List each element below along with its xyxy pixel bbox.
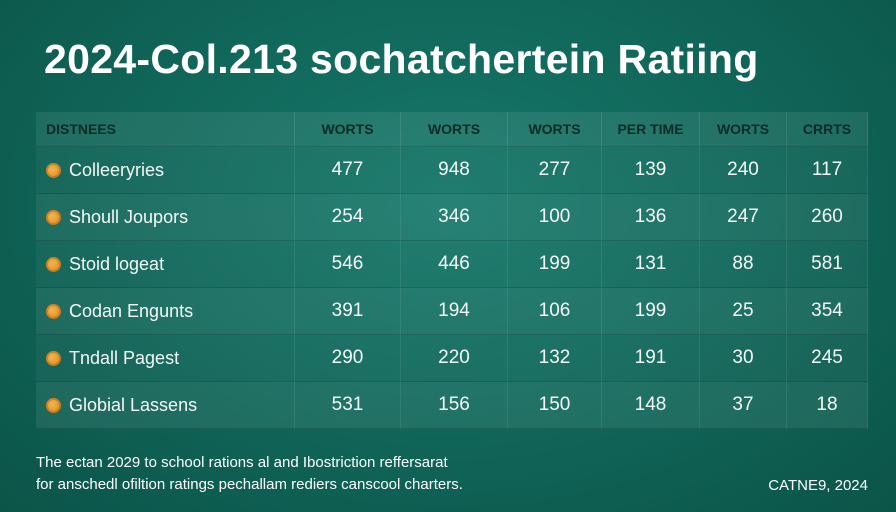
table-cell-value: 446 (401, 241, 508, 288)
table-cell-value: 88 (700, 241, 787, 288)
column-header-1: WORTS (295, 112, 401, 147)
table-cell-value: 136 (602, 194, 700, 241)
table-cell-value: 948 (401, 147, 508, 194)
source-credit: CATNE9, 2024 (768, 477, 868, 494)
table-cell-value: 106 (508, 288, 602, 335)
footnote-line-2: for anschedl ofiltion ratings pechallam … (36, 476, 463, 493)
column-header-0: DISTNEES (36, 112, 295, 147)
column-header-6: CRRTS (787, 112, 868, 147)
table-cell-value: 148 (602, 382, 700, 429)
table-cell-value: 199 (508, 241, 602, 288)
coin-icon (46, 397, 61, 413)
column-header-2: WORTS (401, 112, 508, 147)
table-cell-value: 391 (295, 288, 401, 335)
footnote: The ectan 2029 to school rations al and … (36, 452, 463, 496)
table-cell-value: 247 (700, 194, 787, 241)
table-cell-value: 139 (602, 147, 700, 194)
table-cell-value: 260 (787, 194, 868, 241)
table-cell-value: 131 (602, 241, 700, 288)
column-header-4: PER TIME (602, 112, 700, 147)
row-name-cell: Tndall Pagest (36, 335, 295, 382)
coin-icon (46, 350, 61, 366)
table-cell-value: 37 (700, 382, 787, 429)
table-cell-value: 18 (787, 382, 868, 429)
table-row: Tndall Pagest 290 220 132 191 30 245 (36, 335, 868, 382)
table-cell-value: 194 (401, 288, 508, 335)
table-cell-value: 150 (508, 382, 602, 429)
table-row: Stoid logeat 546 446 199 131 88 581 (36, 241, 868, 288)
row-name-cell: Globial Lassens (36, 382, 295, 429)
table-row: Colleeryries 477 948 277 139 240 117 (36, 147, 868, 194)
table-header-row: DISTNEES WORTS WORTS WORTS PER TIME WORTS CRRT… (36, 112, 868, 147)
column-header-3: WORTS (508, 112, 602, 147)
table-row: Shoull Joupors 254 346 100 136 247 260 (36, 194, 868, 241)
coin-icon (46, 162, 61, 178)
table-cell-value: 199 (602, 288, 700, 335)
table-cell-value: 546 (295, 241, 401, 288)
coin-icon (46, 303, 61, 319)
table-cell-value: 132 (508, 335, 602, 382)
row-name-cell: Colleeryries (36, 147, 295, 194)
row-name-cell: Shoull Joupors (36, 194, 295, 241)
column-header-5: WORTS (700, 112, 787, 147)
table-cell-value: 477 (295, 147, 401, 194)
table-cell-value: 191 (602, 335, 700, 382)
table-cell-value: 156 (401, 382, 508, 429)
row-name-label: Shoull Joupors (69, 206, 189, 227)
row-name-label: Stoid logeat (69, 253, 165, 274)
table-cell-value: 240 (700, 147, 787, 194)
coin-icon (46, 209, 61, 225)
footnote-line-1: The ectan 2029 to school rations al and … (36, 454, 448, 471)
table-cell-value: 25 (700, 288, 787, 335)
row-name-label: Colleeryries (69, 159, 165, 180)
table-cell-value: 531 (295, 382, 401, 429)
table-cell-value: 277 (508, 147, 602, 194)
table-cell-value: 100 (508, 194, 602, 241)
table-cell-value: 581 (787, 241, 868, 288)
table-cell-value: 254 (295, 194, 401, 241)
row-name-label: Globial Lassens (69, 394, 198, 415)
table-cell-value: 290 (295, 335, 401, 382)
row-name-label: Tndall Pagest (69, 347, 180, 368)
coin-icon (46, 256, 61, 272)
table-cell-value: 30 (700, 335, 787, 382)
row-name-label: Codan Engunts (69, 300, 194, 321)
table-body: Colleeryries 477 948 277 139 240 117 Shoull Jou… (36, 147, 868, 429)
table-cell-value: 346 (401, 194, 508, 241)
table-cell-value: 245 (787, 335, 868, 382)
table-cell-value: 354 (787, 288, 868, 335)
page-title: 2024-Col.213 sochatchertein Ratiing (44, 36, 759, 82)
row-name-cell: Codan Engunts (36, 288, 295, 335)
table-cell-value: 220 (401, 335, 508, 382)
ratings-table-grid: DISTNEES WORTS WORTS WORTS PER TIME WORTS CRRT… (36, 112, 868, 429)
ratings-table: DISTNEES WORTS WORTS WORTS PER TIME WORTS CRRT… (36, 112, 868, 429)
row-name-cell: Stoid logeat (36, 241, 295, 288)
table-cell-value: 117 (787, 147, 868, 194)
table-row: Codan Engunts 391 194 106 199 25 354 (36, 288, 868, 335)
table-row: Globial Lassens 531 156 150 148 37 18 (36, 382, 868, 429)
